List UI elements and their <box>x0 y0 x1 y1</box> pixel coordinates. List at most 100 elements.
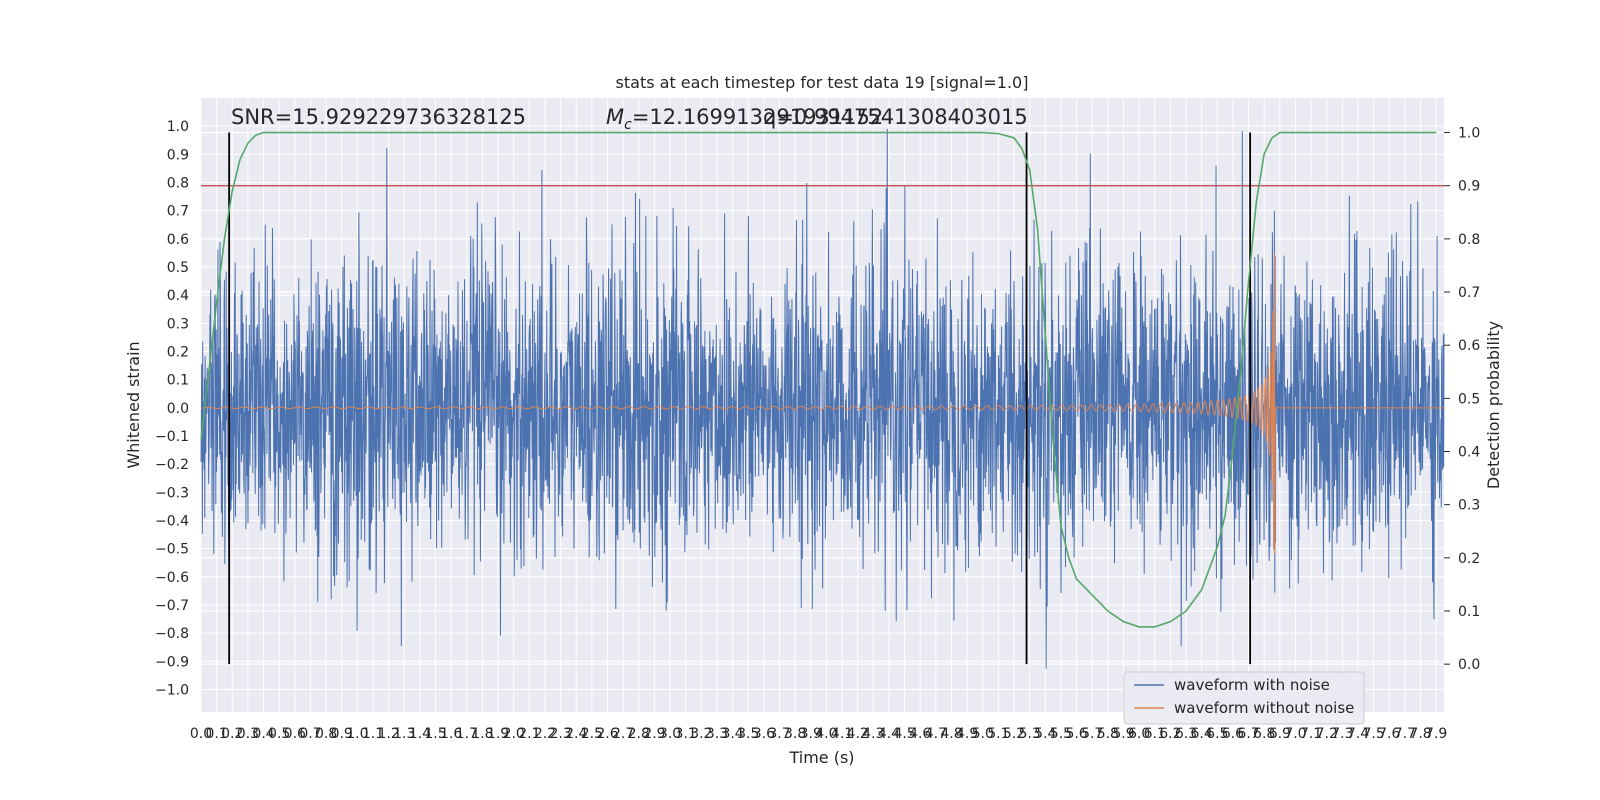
y-tick-label: 0.6 <box>167 232 189 248</box>
x-tick-label: 4.0 <box>815 726 837 742</box>
x-tick-labels: 0.00.10.20.30.40.50.60.70.80.91.01.11.21… <box>190 726 1447 742</box>
x-tick-label: 6.6 <box>1222 726 1244 742</box>
y-tick-label: 0.1 <box>167 373 189 389</box>
right-y-tick-label: 0.2 <box>1458 551 1480 567</box>
x-tick-label: 3.5 <box>737 726 759 742</box>
y-tick-label: −1.0 <box>155 682 189 698</box>
x-tick-label: 3.9 <box>800 726 822 742</box>
right-y-tick-label: 0.1 <box>1458 604 1480 620</box>
x-tick-label: 0.6 <box>284 726 306 742</box>
x-tick-label: 5.0 <box>972 726 994 742</box>
y-tick-label: 0.4 <box>167 288 189 304</box>
series-detection-probability <box>200 131 1437 628</box>
x-tick-label: 5.4 <box>1034 726 1056 742</box>
x-tick-label: 1.0 <box>346 726 368 742</box>
x-tick-label: 1.1 <box>362 726 384 742</box>
y-tick-label: 0.9 <box>167 147 189 163</box>
y-tick-label: −0.9 <box>155 654 189 670</box>
x-tick-label: 0.8 <box>315 726 337 742</box>
x-tick-label: 2.8 <box>628 726 650 742</box>
x-tick-label: 2.9 <box>643 726 665 742</box>
x-tick-label: 6.7 <box>1237 726 1259 742</box>
x-tick-label: 2.7 <box>612 726 634 742</box>
x-tick-label: 5.6 <box>1065 726 1087 742</box>
y-tick-label: −0.8 <box>155 626 189 642</box>
x-tick-label: 1.4 <box>409 726 431 742</box>
x-tick-label: 6.3 <box>1175 726 1197 742</box>
x-tick-label: 7.0 <box>1284 726 1306 742</box>
mc-symbol: M <box>606 105 624 129</box>
y-tick-label: 0.3 <box>167 316 189 332</box>
x-tick-label: 6.4 <box>1191 726 1213 742</box>
x-tick-label: 4.8 <box>940 726 962 742</box>
x-tick-label: 2.2 <box>534 726 556 742</box>
x-tick-label: 0.4 <box>252 726 274 742</box>
y-tick-label: 0.7 <box>167 204 189 220</box>
x-tick-label: 7.7 <box>1394 726 1416 742</box>
right-y-tick-label: 0.4 <box>1458 445 1480 461</box>
right-y-tick-label: 0.7 <box>1458 285 1480 301</box>
x-tick-label: 4.1 <box>831 726 853 742</box>
x-tick-label: 7.9 <box>1425 726 1447 742</box>
x-tick-label: 5.3 <box>1019 726 1041 742</box>
x-tick-label: 3.8 <box>784 726 806 742</box>
right-y-tick-label: 0.8 <box>1458 232 1480 248</box>
y-tick-label: −0.7 <box>155 598 189 614</box>
y-tick-label: −0.3 <box>155 485 189 501</box>
legend-label-clean: waveform without noise <box>1174 699 1354 717</box>
x-tick-label: 6.8 <box>1253 726 1275 742</box>
x-tick-label: 1.5 <box>424 726 446 742</box>
x-tick-label: 2.0 <box>503 726 525 742</box>
left-y-tick-labels: 1.0 0.9 0.8 0.7 0.6 0.5 0.4 0.3 0.2 0.1 0.0 −0.1 −0.… <box>155 119 189 698</box>
x-tick-label: 2.5 <box>581 726 603 742</box>
x-tick-label: 0.0 <box>190 726 212 742</box>
x-tick-label: 5.2 <box>1003 726 1025 742</box>
x-tick-label: 2.4 <box>565 726 587 742</box>
x-axis-label: Time (s) <box>788 748 854 767</box>
x-tick-label: 1.7 <box>456 726 478 742</box>
x-tick-label: 1.9 <box>487 726 509 742</box>
x-tick-label: 7.5 <box>1363 726 1385 742</box>
x-tick-label: 5.1 <box>987 726 1009 742</box>
mc-value: =12.169913291931152 <box>632 105 883 129</box>
legend-label-noise: waveform with noise <box>1174 676 1330 694</box>
y-tick-label: −0.2 <box>155 457 189 473</box>
x-tick-label: 7.2 <box>1316 726 1338 742</box>
x-tick-label: 7.4 <box>1347 726 1369 742</box>
x-tick-label: 4.2 <box>847 726 869 742</box>
right-y-tick-label: 0.6 <box>1458 338 1480 354</box>
x-tick-label: 0.2 <box>221 726 243 742</box>
snr-annotation: SNR=15.929229736328125 <box>231 105 526 129</box>
x-tick-label: 5.9 <box>1112 726 1134 742</box>
x-tick-label: 1.6 <box>440 726 462 742</box>
x-tick-label: 3.6 <box>753 726 775 742</box>
x-tick-label: 1.8 <box>471 726 493 742</box>
x-tick-label: 7.1 <box>1300 726 1322 742</box>
chart-title: stats at each timestep for test data 19 … <box>616 73 1029 92</box>
x-tick-label: 3.3 <box>706 726 728 742</box>
x-tick-label: 6.1 <box>1144 726 1166 742</box>
x-tick-label: 0.5 <box>268 726 290 742</box>
x-tick-label: 0.3 <box>237 726 259 742</box>
x-tick-label: 5.7 <box>1081 726 1103 742</box>
y-tick-label: 0.0 <box>167 401 189 417</box>
x-tick-label: 0.7 <box>299 726 321 742</box>
x-tick-label: 7.8 <box>1409 726 1431 742</box>
y-tick-label: 0.5 <box>167 260 189 276</box>
x-tick-label: 3.0 <box>659 726 681 742</box>
x-tick-label: 4.4 <box>878 726 900 742</box>
legend: waveform with noise waveform without noi… <box>1123 671 1365 725</box>
mc-annotation: Mc=12.169913291931152 <box>606 105 883 133</box>
x-tick-label: 4.3 <box>862 726 884 742</box>
right-y-tick-labels: 1.0 0.9 0.8 0.7 0.6 0.5 0.4 0.3 0.2 0.1 0.0 <box>1444 126 1480 673</box>
right-y-axis-label: Detection probability <box>1484 321 1503 489</box>
right-y-tick-label: 0.9 <box>1458 179 1480 195</box>
right-y-tick-label: 0.3 <box>1458 498 1480 514</box>
y-tick-label: −0.5 <box>155 542 189 558</box>
x-tick-label: 0.1 <box>206 726 228 742</box>
y-tick-label: −0.4 <box>155 513 189 529</box>
x-tick-label: 6.5 <box>1206 726 1228 742</box>
y-tick-label: 0.8 <box>167 175 189 191</box>
series-waveform-with-noise <box>200 128 1445 669</box>
